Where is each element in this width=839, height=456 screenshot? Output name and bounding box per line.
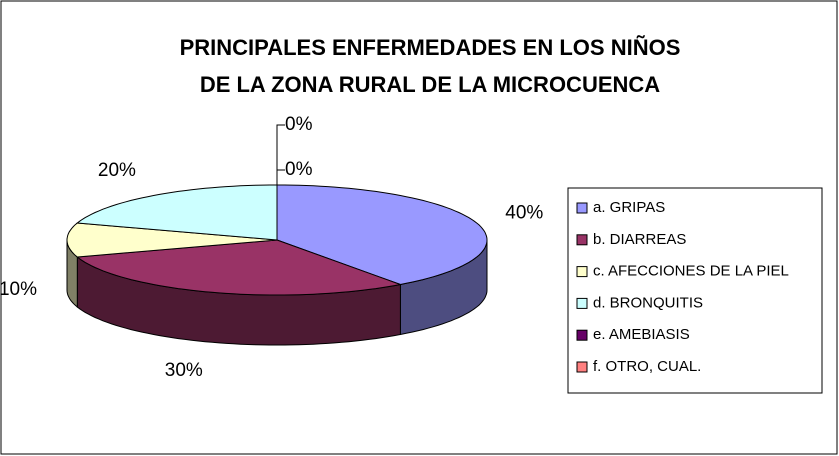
legend-label: b. DIARREAS — [593, 231, 686, 248]
data-label: 40% — [505, 203, 543, 224]
leader-line — [276, 124, 285, 185]
data-label: 20% — [98, 160, 136, 181]
data-label: 0% — [285, 114, 313, 135]
chart-title: PRINCIPALES ENFERMEDADES EN LOS NIÑOS — [180, 35, 681, 60]
pie-slice — [276, 184, 488, 286]
legend-label: e. AMEBIASIS — [593, 326, 690, 343]
data-label: 30% — [165, 360, 203, 381]
data-label: 10% — [0, 279, 37, 300]
pie-slice — [75, 184, 278, 241]
data-label: 0% — [285, 159, 313, 180]
legend-swatch — [576, 361, 588, 373]
legend-label: f. OTRO, CUAL. — [593, 358, 701, 375]
legend-label: c. AFECCIONES DE LA PIEL — [593, 263, 789, 280]
legend-swatch — [576, 329, 588, 341]
legend-swatch — [576, 266, 588, 278]
legend-box — [567, 187, 823, 394]
chart-title: DE LA ZONA RURAL DE LA MICROCUENCA — [200, 72, 660, 97]
pie-slice — [66, 222, 278, 258]
legend-label: d. BRONQUITIS — [593, 294, 703, 311]
legend-swatch — [576, 297, 588, 309]
legend-swatch — [576, 202, 588, 214]
legend-label: a. GRIPAS — [593, 199, 665, 216]
pie-slice — [75, 239, 403, 296]
legend-swatch — [576, 234, 588, 246]
